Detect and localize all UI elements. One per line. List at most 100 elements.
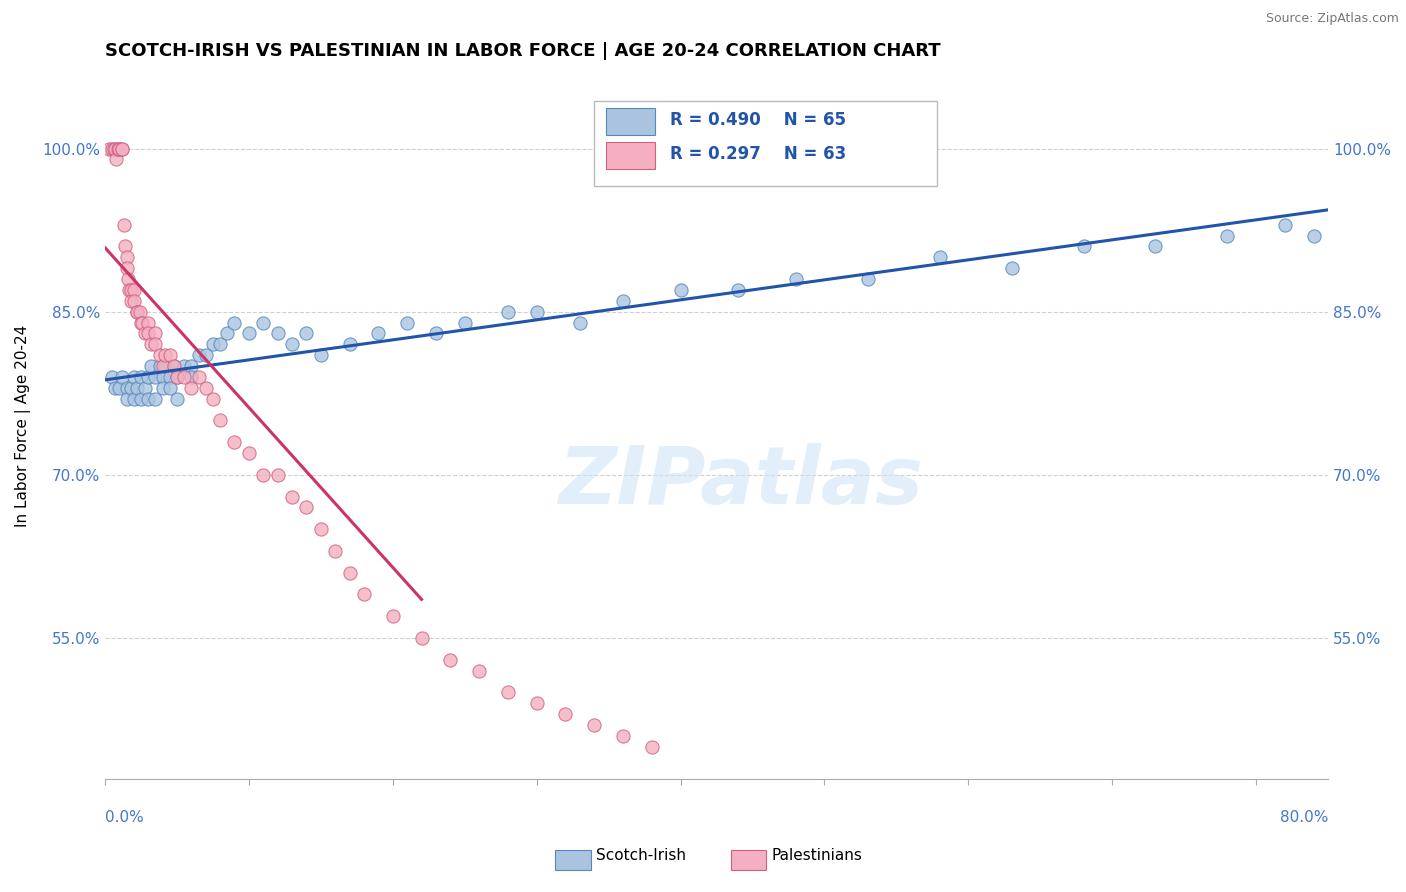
Point <box>149 348 172 362</box>
Point <box>105 153 128 167</box>
Point <box>155 348 177 362</box>
Point <box>1274 218 1296 232</box>
Point <box>187 348 209 362</box>
Point <box>120 283 142 297</box>
Point <box>108 381 131 395</box>
Point <box>568 316 591 330</box>
Point <box>411 631 433 645</box>
Point <box>281 490 304 504</box>
Point <box>139 359 162 373</box>
Point <box>201 337 224 351</box>
Point <box>129 370 152 384</box>
Text: 80.0%: 80.0% <box>1279 810 1329 825</box>
Point <box>1144 239 1167 253</box>
Point <box>155 359 177 373</box>
Point <box>136 392 159 406</box>
Point <box>238 326 260 341</box>
Point <box>612 293 634 308</box>
Point <box>107 142 129 156</box>
Point <box>125 381 148 395</box>
Y-axis label: In Labor Force | Age 20-24: In Labor Force | Age 20-24 <box>15 325 31 527</box>
Point <box>309 522 332 536</box>
Point <box>115 392 138 406</box>
Point <box>166 392 188 406</box>
Point <box>396 316 419 330</box>
Point <box>143 337 166 351</box>
Point <box>101 142 124 156</box>
Point <box>122 293 145 308</box>
Point <box>1000 261 1022 276</box>
Point <box>115 381 138 395</box>
Point <box>118 283 141 297</box>
Point <box>159 348 181 362</box>
Point <box>194 381 217 395</box>
Point <box>425 326 447 341</box>
Point <box>129 316 152 330</box>
Point <box>217 326 239 341</box>
Point <box>439 653 461 667</box>
FancyBboxPatch shape <box>606 142 655 169</box>
Point <box>143 370 166 384</box>
Point <box>339 566 361 580</box>
Point <box>136 316 159 330</box>
Point <box>641 739 664 754</box>
Point <box>120 381 142 395</box>
FancyBboxPatch shape <box>606 108 655 135</box>
Point <box>103 142 125 156</box>
Point <box>112 218 135 232</box>
Point <box>125 304 148 318</box>
Point <box>143 326 166 341</box>
Point <box>201 392 224 406</box>
Point <box>252 467 274 482</box>
Point <box>114 239 136 253</box>
Point <box>496 685 519 699</box>
Point <box>163 359 186 373</box>
FancyBboxPatch shape <box>595 101 936 186</box>
Point <box>104 381 127 395</box>
Text: Palestinians: Palestinians <box>772 848 863 863</box>
Point <box>367 326 389 341</box>
Point <box>180 359 202 373</box>
Point <box>152 359 174 373</box>
Point <box>143 392 166 406</box>
Point <box>785 272 807 286</box>
Point <box>129 392 152 406</box>
Text: Scotch-Irish: Scotch-Irish <box>596 848 686 863</box>
Point <box>583 718 606 732</box>
Point <box>166 370 188 384</box>
Point <box>173 359 195 373</box>
Point <box>224 435 246 450</box>
Point <box>152 370 174 384</box>
Point <box>295 326 318 341</box>
Point <box>152 381 174 395</box>
Point <box>120 293 142 308</box>
Text: R = 0.490    N = 65: R = 0.490 N = 65 <box>671 111 846 128</box>
Point <box>125 304 148 318</box>
Point <box>266 326 288 341</box>
Point <box>252 316 274 330</box>
Point <box>526 304 548 318</box>
Point <box>856 272 879 286</box>
Point <box>159 381 181 395</box>
Point <box>209 337 232 351</box>
Point <box>134 326 156 341</box>
Point <box>928 250 950 264</box>
Point <box>122 392 145 406</box>
Point <box>1331 218 1354 232</box>
Point <box>101 370 124 384</box>
Point <box>266 467 288 482</box>
Point <box>131 316 153 330</box>
Point <box>454 316 477 330</box>
Point <box>1073 239 1095 253</box>
Point <box>669 283 692 297</box>
Point <box>111 142 134 156</box>
Point <box>115 261 138 276</box>
Point <box>173 370 195 384</box>
Point <box>111 142 134 156</box>
Point <box>136 326 159 341</box>
Point <box>727 283 749 297</box>
Point <box>323 544 346 558</box>
Text: 0.0%: 0.0% <box>105 810 143 825</box>
Point <box>339 337 361 351</box>
Point <box>612 729 634 743</box>
